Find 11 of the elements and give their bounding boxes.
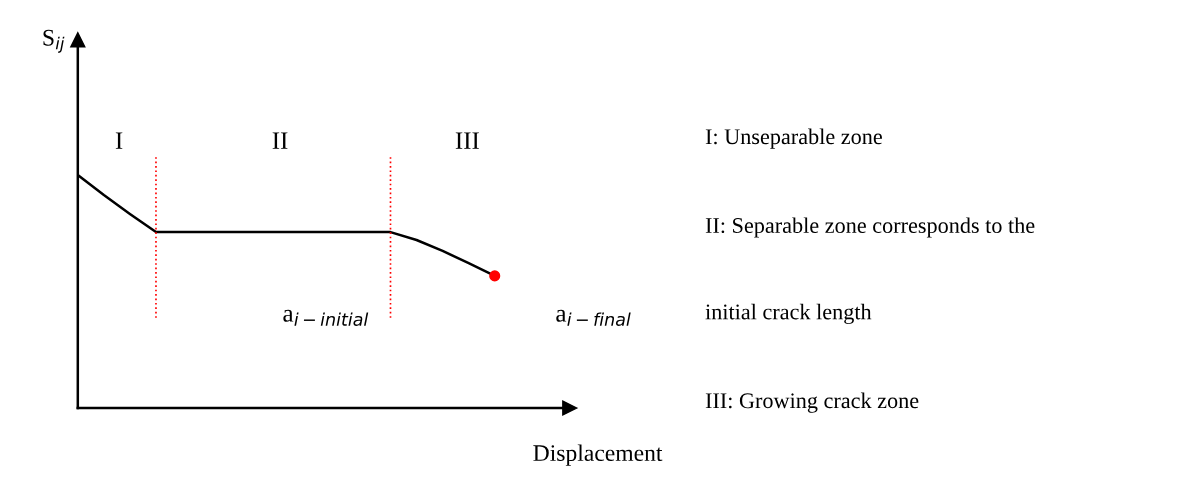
text: II	[272, 132, 288, 149]
text: I	[115, 132, 123, 149]
x-axis-title: Displacement	[533, 444, 663, 466]
text: II: Separable zone corresponds to the	[705, 217, 1035, 238]
text: I: Unseparable zone	[705, 128, 882, 149]
text: initial crack length	[705, 303, 872, 324]
annotation: a$_{i−initial}$	[283, 309, 369, 326]
text: S$_{ij}$	[43, 29, 65, 53]
text: III: Growing crack zone	[705, 392, 919, 413]
text: a$_{i−final}$	[556, 309, 631, 326]
text: III	[455, 132, 479, 149]
